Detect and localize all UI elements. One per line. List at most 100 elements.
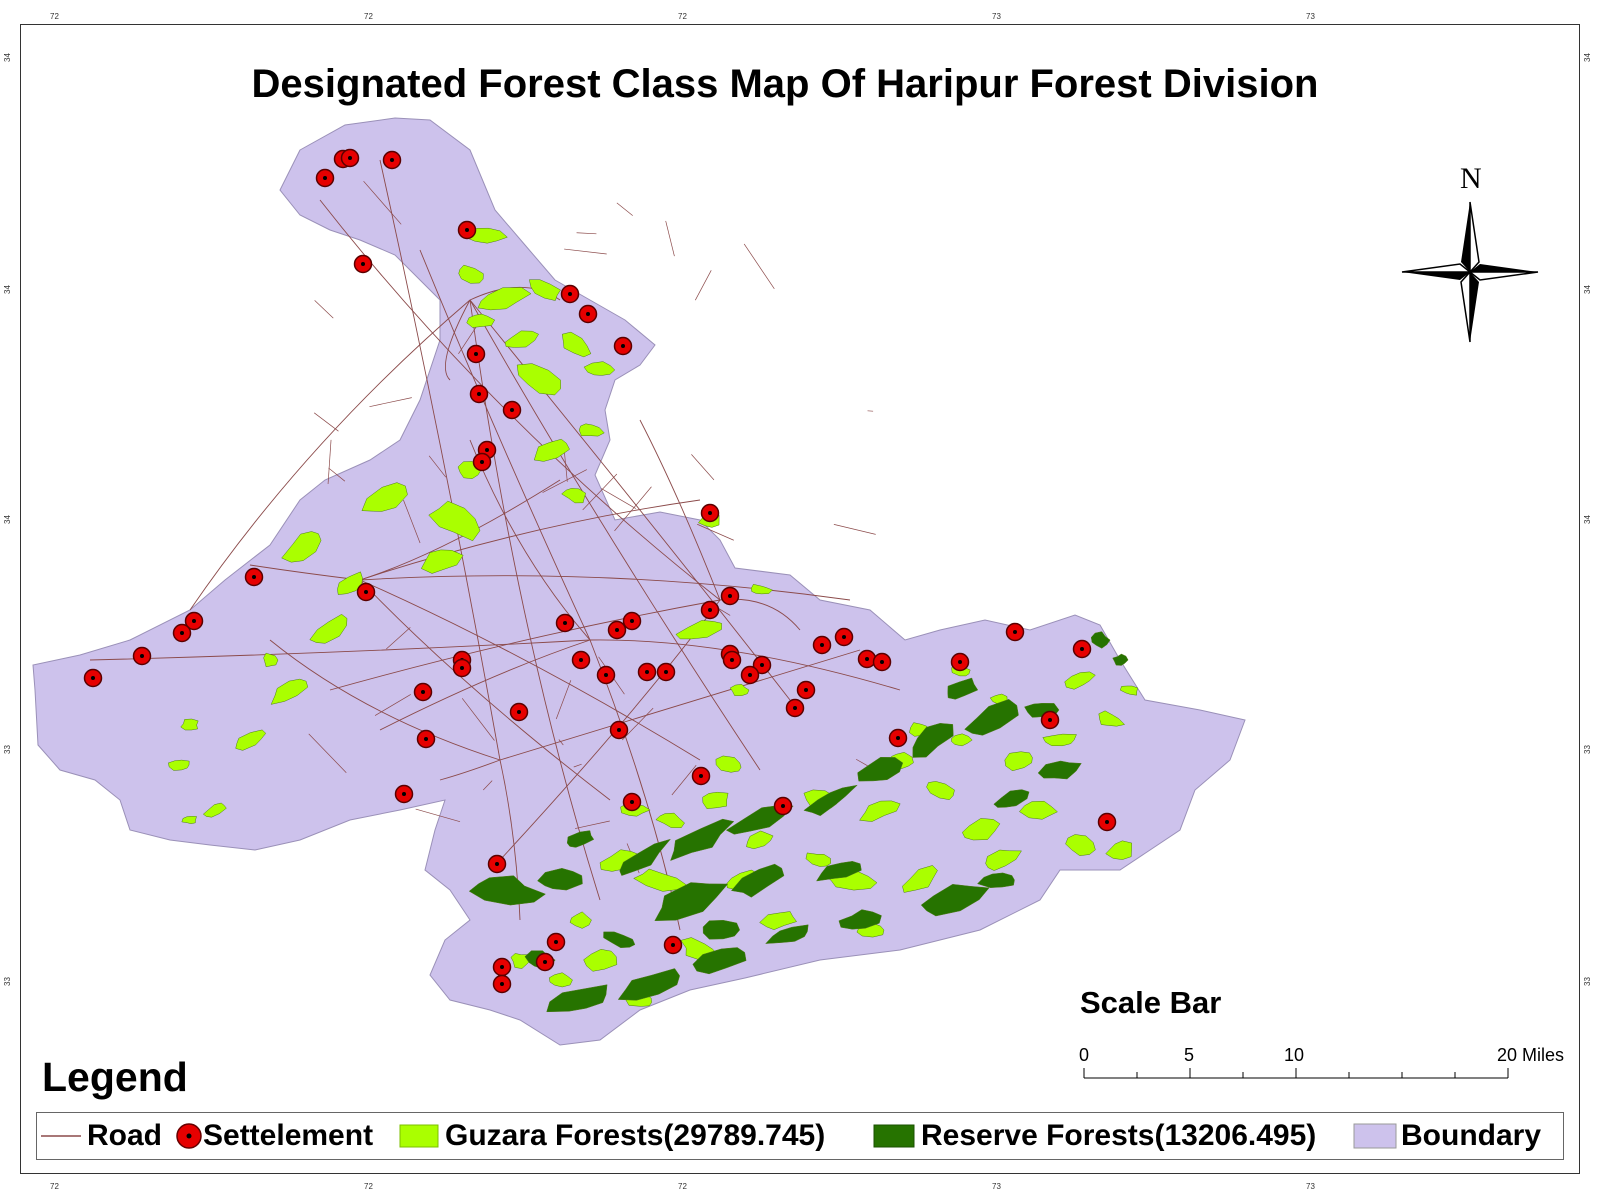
road-segment	[576, 232, 597, 235]
road-segment	[415, 808, 461, 823]
settlement-marker[interactable]	[452, 658, 472, 678]
settlement-marker[interactable]	[413, 682, 433, 702]
settlement-marker[interactable]	[546, 932, 566, 952]
road-segment	[379, 639, 591, 731]
road-segment	[469, 299, 791, 701]
scale-label-5: 5	[1184, 1045, 1195, 1065]
guzara-forest-patch	[569, 911, 592, 929]
settlement-marker[interactable]	[353, 254, 373, 274]
settlement-marker[interactable]	[700, 600, 720, 620]
guzara-forest-patch	[533, 438, 570, 462]
guzara-forest-patch	[583, 361, 616, 376]
settlement-markers[interactable]	[83, 148, 1117, 994]
settlement-marker[interactable]	[607, 620, 627, 640]
settlement-marker[interactable]	[773, 796, 793, 816]
settlement-marker[interactable]	[596, 665, 616, 685]
settlement-marker[interactable]	[502, 400, 522, 420]
settlement-marker[interactable]	[535, 952, 555, 972]
settlement-marker[interactable]	[740, 665, 760, 685]
guzara-forest-patch	[180, 718, 199, 731]
guzara-forest-patch	[458, 264, 484, 284]
guzara-forest-patch	[281, 531, 322, 563]
settlement-marker[interactable]	[872, 652, 892, 672]
guzara-forest-patch	[1064, 671, 1096, 690]
settlement-marker[interactable]	[469, 384, 489, 404]
road-segment	[403, 499, 421, 544]
graticule-top-label: 72	[678, 12, 687, 21]
road-segment	[499, 649, 861, 761]
settlement-marker[interactable]	[555, 613, 575, 633]
reserve-forest-patch	[803, 784, 858, 817]
settlement-marker[interactable]	[720, 586, 740, 606]
legend-label: Boundary	[1401, 1119, 1542, 1152]
settlement-marker[interactable]	[172, 623, 192, 643]
guzara-forest-patch	[655, 812, 685, 828]
settlement-dot-icon	[176, 1123, 202, 1149]
north-label: N	[1460, 162, 1482, 195]
settlement-marker[interactable]	[1072, 639, 1092, 659]
guzara-forest-patch	[578, 423, 605, 437]
settlement-marker[interactable]	[578, 304, 598, 324]
settlement-marker[interactable]	[663, 935, 683, 955]
reserve-forest-patch	[838, 909, 882, 930]
guzara-forest-patch	[561, 488, 586, 504]
settlement-marker[interactable]	[83, 668, 103, 688]
road-segment	[359, 579, 701, 761]
settlement-marker[interactable]	[613, 336, 633, 356]
settlement-marker[interactable]	[1040, 710, 1060, 730]
legend-item-reserve: Reserve Forests(13206.495)	[873, 1113, 1316, 1159]
settlement-marker[interactable]	[950, 652, 970, 672]
settlement-marker[interactable]	[492, 957, 512, 977]
settlement-marker[interactable]	[622, 611, 642, 631]
road-segment	[419, 249, 591, 641]
settlement-marker[interactable]	[796, 680, 816, 700]
settlement-marker[interactable]	[785, 698, 805, 718]
settlement-marker[interactable]	[394, 784, 414, 804]
settlement-marker[interactable]	[656, 662, 676, 682]
settlement-marker[interactable]	[472, 452, 492, 472]
settlement-marker[interactable]	[857, 649, 877, 669]
settlement-marker[interactable]	[487, 854, 507, 874]
settlement-marker[interactable]	[184, 611, 204, 631]
settlement-marker[interactable]	[1005, 622, 1025, 642]
settlement-marker[interactable]	[834, 627, 854, 647]
guzara-forest-patch	[750, 584, 773, 595]
legend-label: Settelement	[203, 1119, 374, 1152]
settlement-marker[interactable]	[560, 284, 580, 304]
settlement-marker[interactable]	[244, 567, 264, 587]
settlement-marker[interactable]	[315, 168, 335, 188]
guzara-forest-patch	[1004, 751, 1033, 772]
division-boundary	[32, 117, 1246, 1046]
settlement-marker[interactable]	[888, 728, 908, 748]
settlement-marker[interactable]	[356, 582, 376, 602]
reserve-forest-patch	[537, 868, 583, 891]
road-segment	[359, 479, 561, 581]
guzara-forest-patch	[729, 684, 750, 696]
settlement-marker[interactable]	[340, 148, 360, 168]
settlement-marker[interactable]	[752, 655, 772, 675]
guzara-forest-patch	[961, 818, 1001, 841]
guzara-forest-patch	[420, 549, 464, 574]
settlement-marker[interactable]	[1097, 812, 1117, 832]
reserve-forest-patch	[993, 789, 1030, 808]
settlement-marker[interactable]	[416, 729, 436, 749]
settlement-marker[interactable]	[691, 766, 711, 786]
guzara-forest-patch	[1119, 685, 1138, 696]
settlement-marker[interactable]	[457, 220, 477, 240]
settlement-marker[interactable]	[722, 650, 742, 670]
settlement-marker[interactable]	[571, 650, 591, 670]
settlement-marker[interactable]	[509, 702, 529, 722]
graticule-bottom-label: 73	[992, 1182, 1001, 1191]
guzara-forest-patch	[202, 802, 227, 818]
settlement-marker[interactable]	[382, 150, 402, 170]
settlement-marker[interactable]	[700, 503, 720, 523]
settlement-marker[interactable]	[132, 646, 152, 666]
settlement-marker[interactable]	[609, 720, 629, 740]
guzara-forest-patch	[1105, 840, 1132, 860]
settlement-marker[interactable]	[622, 792, 642, 812]
settlement-marker[interactable]	[812, 635, 832, 655]
settlement-marker[interactable]	[466, 344, 486, 364]
settlement-marker[interactable]	[637, 662, 657, 682]
settlement-marker[interactable]	[492, 974, 512, 994]
